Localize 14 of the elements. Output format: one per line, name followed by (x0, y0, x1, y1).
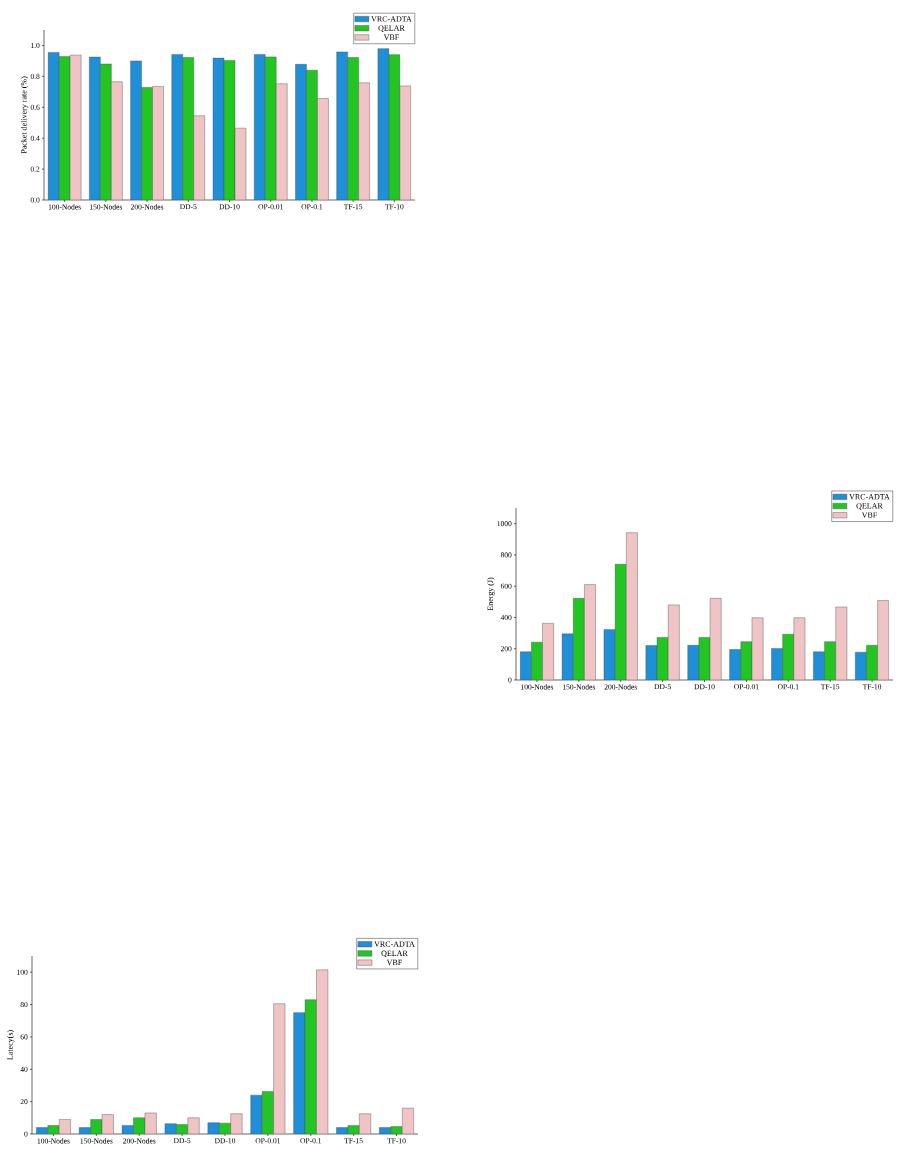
legend-label: VRC-ADTA (374, 941, 415, 947)
legend-label: VRC-ADTA (849, 493, 890, 500)
bar (230, 1113, 243, 1134)
y-axis-title: Packet delivery rate (%) (20, 76, 29, 154)
legend-label: VBF (386, 959, 402, 966)
bar (250, 1094, 263, 1134)
legend-label: QELAR (856, 503, 883, 510)
legend-label: QELAR (378, 25, 405, 32)
legend-label: QELAR (381, 950, 408, 958)
y-axis-title: Latecy(s) (7, 1030, 15, 1060)
legend-label: VRC-ADTA (371, 16, 412, 22)
legend-label: VBF (861, 512, 877, 518)
legend-label: VBF (383, 34, 399, 40)
y-axis-title: Energy (J) (487, 577, 495, 611)
